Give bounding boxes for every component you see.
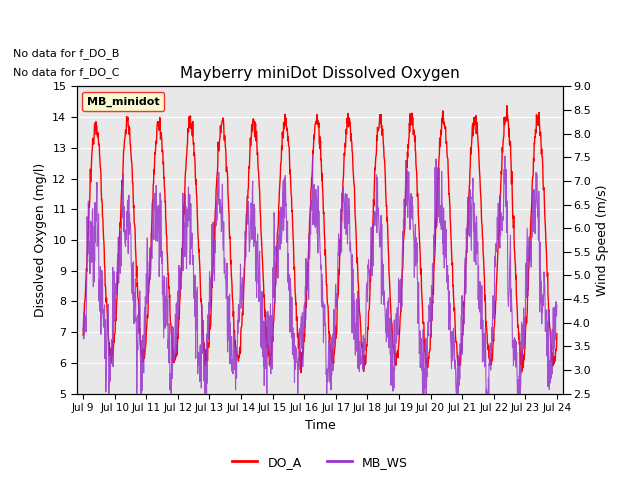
Text: No data for f_DO_B: No data for f_DO_B bbox=[13, 48, 119, 59]
Text: No data for f_DO_C: No data for f_DO_C bbox=[13, 67, 119, 78]
Y-axis label: Dissolved Oxygen (mg/l): Dissolved Oxygen (mg/l) bbox=[34, 163, 47, 317]
Title: Mayberry miniDot Dissolved Oxygen: Mayberry miniDot Dissolved Oxygen bbox=[180, 66, 460, 81]
Legend: DO_A, MB_WS: DO_A, MB_WS bbox=[227, 451, 413, 474]
Legend: MB_minidot: MB_minidot bbox=[83, 92, 164, 111]
Y-axis label: Wind Speed (m/s): Wind Speed (m/s) bbox=[596, 184, 609, 296]
X-axis label: Time: Time bbox=[305, 419, 335, 432]
